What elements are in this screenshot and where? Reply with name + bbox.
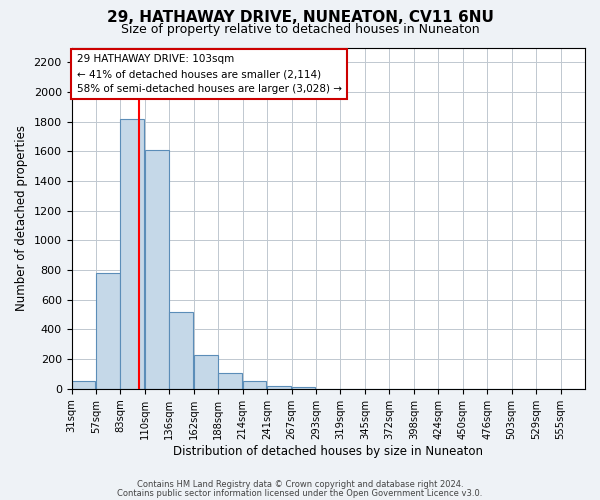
Bar — [96, 273, 119, 389]
Text: Contains public sector information licensed under the Open Government Licence v3: Contains public sector information licen… — [118, 488, 482, 498]
Bar — [292, 388, 316, 389]
Bar — [169, 312, 193, 389]
X-axis label: Distribution of detached houses by size in Nuneaton: Distribution of detached houses by size … — [173, 444, 483, 458]
Text: Size of property relative to detached houses in Nuneaton: Size of property relative to detached ho… — [121, 22, 479, 36]
Text: Contains HM Land Registry data © Crown copyright and database right 2024.: Contains HM Land Registry data © Crown c… — [137, 480, 463, 489]
Bar — [121, 118, 144, 389]
Bar — [194, 354, 218, 389]
Bar — [71, 382, 95, 389]
Bar — [218, 372, 242, 389]
Bar — [145, 150, 169, 389]
Bar — [267, 386, 291, 389]
Bar — [242, 380, 266, 389]
Text: 29 HATHAWAY DRIVE: 103sqm
← 41% of detached houses are smaller (2,114)
58% of se: 29 HATHAWAY DRIVE: 103sqm ← 41% of detac… — [77, 54, 341, 94]
Y-axis label: Number of detached properties: Number of detached properties — [15, 125, 28, 311]
Text: 29, HATHAWAY DRIVE, NUNEATON, CV11 6NU: 29, HATHAWAY DRIVE, NUNEATON, CV11 6NU — [107, 10, 493, 25]
